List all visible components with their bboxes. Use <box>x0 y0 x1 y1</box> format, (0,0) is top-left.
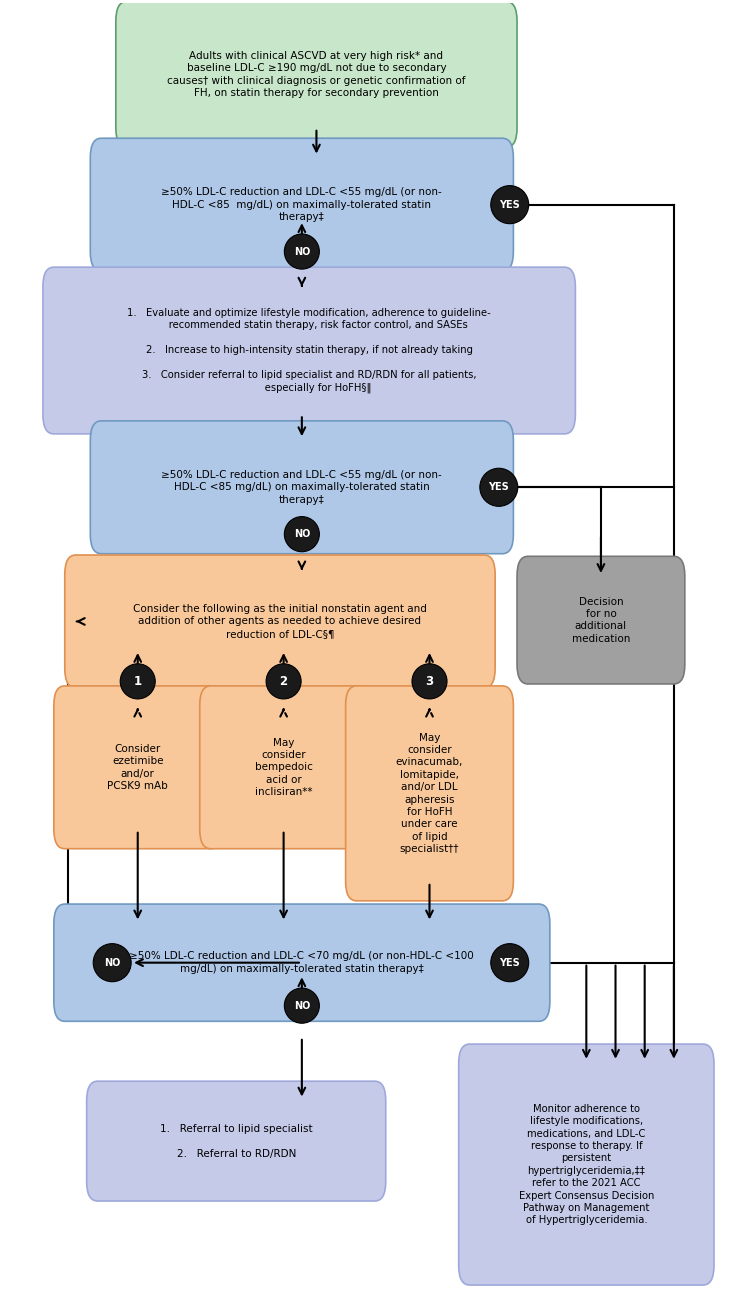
Ellipse shape <box>266 663 301 698</box>
Ellipse shape <box>491 186 528 224</box>
Text: 1: 1 <box>134 675 142 688</box>
Ellipse shape <box>284 234 319 269</box>
Text: YES: YES <box>489 483 509 492</box>
Ellipse shape <box>480 468 517 506</box>
FancyBboxPatch shape <box>87 1082 386 1201</box>
Text: 1.   Referral to lipid specialist

2.   Referral to RD/RDN: 1. Referral to lipid specialist 2. Refer… <box>160 1124 312 1159</box>
FancyBboxPatch shape <box>54 904 550 1022</box>
Ellipse shape <box>121 663 155 698</box>
FancyBboxPatch shape <box>65 555 495 688</box>
Text: NO: NO <box>294 246 310 256</box>
Text: ≥50% LDL-C reduction and LDL-C <70 mg/dL (or non-HDL-C <100
mg/dL) on maximally-: ≥50% LDL-C reduction and LDL-C <70 mg/dL… <box>129 951 474 974</box>
Text: 1.   Evaluate and optimize lifestyle modification, adherence to guideline-
     : 1. Evaluate and optimize lifestyle modif… <box>127 309 491 392</box>
Ellipse shape <box>93 943 131 982</box>
FancyBboxPatch shape <box>54 685 222 849</box>
Text: NO: NO <box>294 530 310 539</box>
Text: NO: NO <box>104 957 121 968</box>
FancyBboxPatch shape <box>517 556 685 684</box>
Text: YES: YES <box>499 957 520 968</box>
Text: ≥50% LDL-C reduction and LDL-C <55 mg/dL (or non-
HDL-C <85 mg/dL) on maximally-: ≥50% LDL-C reduction and LDL-C <55 mg/dL… <box>162 470 442 505</box>
FancyBboxPatch shape <box>345 685 513 901</box>
FancyBboxPatch shape <box>116 1 517 148</box>
FancyBboxPatch shape <box>90 139 513 271</box>
Text: 3: 3 <box>426 675 434 688</box>
Ellipse shape <box>284 517 319 552</box>
Text: Decision
for no
additional
medication: Decision for no additional medication <box>572 596 630 644</box>
Text: May
consider
evinacumab,
lomitapide,
and/or LDL
apheresis
for HoFH
under care
of: May consider evinacumab, lomitapide, and… <box>396 732 463 854</box>
FancyBboxPatch shape <box>459 1044 714 1284</box>
Text: May
consider
bempedoic
acid or
inclisiran**: May consider bempedoic acid or inclisira… <box>254 738 312 797</box>
Text: Consider the following as the initial nonstatin agent and
addition of other agen: Consider the following as the initial no… <box>133 604 427 638</box>
Text: Monitor adherence to
lifestyle modifications,
medications, and LDL-C
response to: Monitor adherence to lifestyle modificat… <box>519 1104 654 1226</box>
FancyBboxPatch shape <box>43 267 576 434</box>
Ellipse shape <box>412 663 447 698</box>
Text: 2: 2 <box>279 675 287 688</box>
Text: YES: YES <box>499 200 520 209</box>
FancyBboxPatch shape <box>90 421 513 553</box>
Text: ≥50% LDL-C reduction and LDL-C <55 mg/dL (or non-
HDL-C <85  mg/dL) on maximally: ≥50% LDL-C reduction and LDL-C <55 mg/dL… <box>162 187 442 222</box>
Text: Consider
ezetimibe
and/or
PCSK9 mAb: Consider ezetimibe and/or PCSK9 mAb <box>107 744 168 791</box>
FancyBboxPatch shape <box>200 685 368 849</box>
Ellipse shape <box>284 988 319 1023</box>
Text: Adults with clinical ASCVD at very high risk* and
baseline LDL-C ≥190 mg/dL not : Adults with clinical ASCVD at very high … <box>167 51 466 98</box>
Ellipse shape <box>491 943 528 982</box>
Text: NO: NO <box>294 1001 310 1011</box>
